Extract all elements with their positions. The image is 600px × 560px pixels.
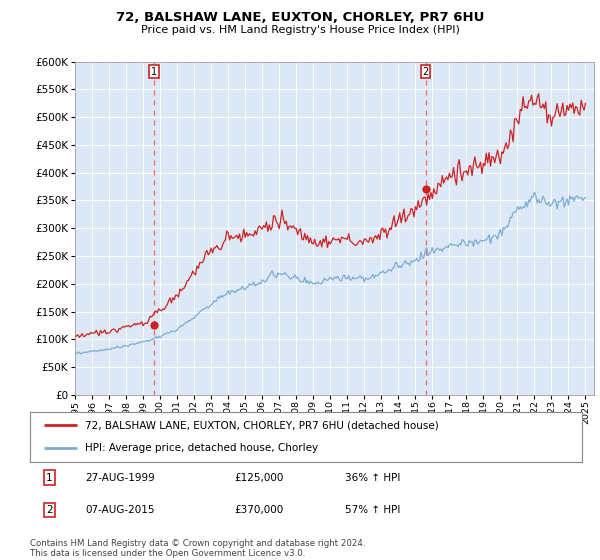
- Text: £125,000: £125,000: [234, 473, 284, 483]
- Text: 07-AUG-2015: 07-AUG-2015: [85, 505, 155, 515]
- Text: 2: 2: [422, 67, 428, 77]
- Text: 72, BALSHAW LANE, EUXTON, CHORLEY, PR7 6HU (detached house): 72, BALSHAW LANE, EUXTON, CHORLEY, PR7 6…: [85, 420, 439, 430]
- Text: 2: 2: [46, 505, 53, 515]
- Text: 1: 1: [151, 67, 157, 77]
- Text: Price paid vs. HM Land Registry's House Price Index (HPI): Price paid vs. HM Land Registry's House …: [140, 25, 460, 35]
- Text: HPI: Average price, detached house, Chorley: HPI: Average price, detached house, Chor…: [85, 444, 319, 454]
- Text: Contains HM Land Registry data © Crown copyright and database right 2024.
This d: Contains HM Land Registry data © Crown c…: [30, 539, 365, 558]
- Text: 1: 1: [46, 473, 53, 483]
- Text: 36% ↑ HPI: 36% ↑ HPI: [344, 473, 400, 483]
- Text: 27-AUG-1999: 27-AUG-1999: [85, 473, 155, 483]
- Text: 57% ↑ HPI: 57% ↑ HPI: [344, 505, 400, 515]
- Text: 72, BALSHAW LANE, EUXTON, CHORLEY, PR7 6HU: 72, BALSHAW LANE, EUXTON, CHORLEY, PR7 6…: [116, 11, 484, 24]
- Text: £370,000: £370,000: [234, 505, 283, 515]
